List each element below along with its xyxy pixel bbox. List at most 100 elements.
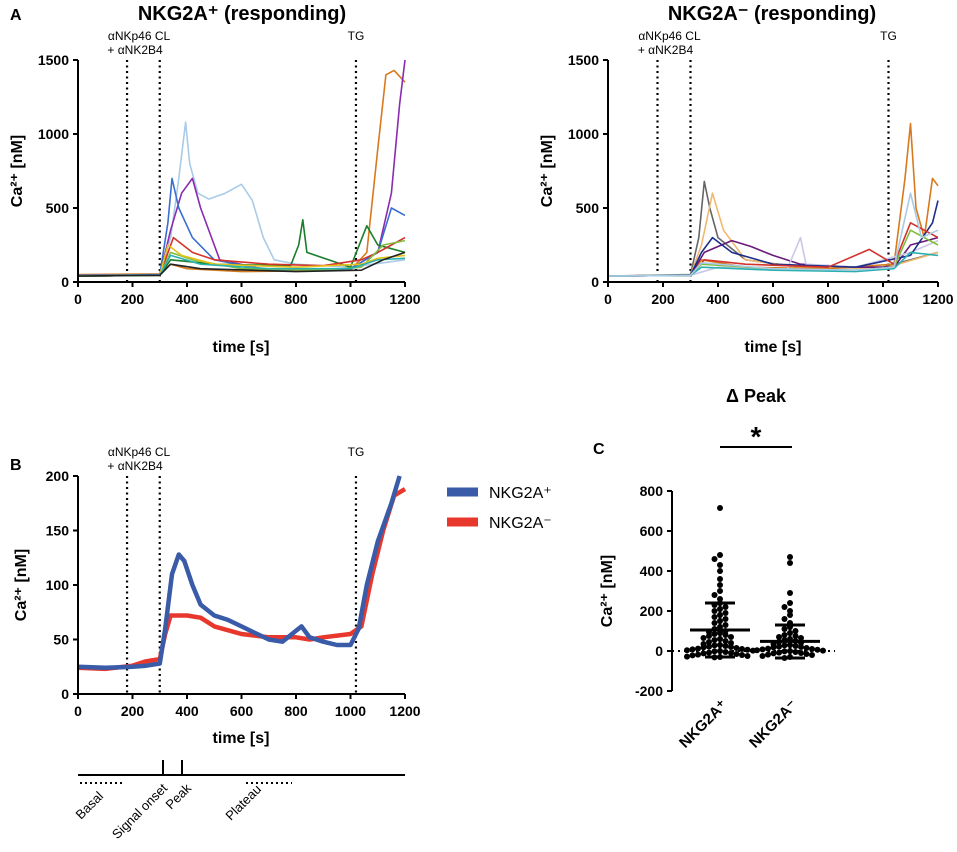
data-point: [728, 634, 734, 640]
panel-label-b: B: [10, 457, 22, 474]
cell-trace: [77, 251, 406, 277]
data-point: [700, 644, 707, 651]
data-point: [722, 622, 729, 628]
y-ticks: 0 50 100 150 200: [46, 468, 78, 702]
cell-trace: [607, 200, 939, 277]
y-tick-label: 1000: [568, 126, 599, 142]
x-ticks: 0 200 400 600 800 1000 1200: [604, 282, 954, 307]
data-point: [759, 653, 766, 659]
data-point: [733, 645, 740, 651]
trace-group: [77, 59, 406, 277]
timeline-label-signal-onset: Signal onset: [109, 780, 170, 841]
y-tick-label: 500: [576, 200, 600, 216]
data-point: [798, 644, 804, 650]
y-tick-label: 0: [591, 274, 599, 290]
x-tick-label: 400: [175, 291, 199, 307]
data-point: [722, 604, 729, 610]
x-axis-label: time [s]: [213, 730, 270, 747]
event-label: αNKp46 CL: [108, 445, 171, 459]
series-line: [77, 475, 402, 671]
data-point: [700, 650, 707, 657]
category-label: NKG2A⁻: [746, 697, 801, 752]
event-label: αNKp46 CL: [108, 29, 171, 43]
y-tick-label: 200: [46, 468, 70, 484]
data-point: [765, 645, 771, 652]
data-point: [717, 582, 723, 588]
data-point: [792, 649, 799, 655]
chart-a-left: NKG2A⁺ (responding) αNKp46 CL+ αNK2B4TG …: [9, 3, 421, 356]
chart-title: Δ Peak: [726, 386, 787, 406]
data-point: [711, 637, 718, 643]
significance-star: *: [751, 421, 762, 452]
y-tick-label: 1000: [38, 126, 69, 142]
data-point: [695, 645, 701, 652]
y-tick-label: 1500: [568, 52, 599, 68]
data-point: [787, 560, 793, 566]
data-point: [684, 647, 690, 654]
event-label: + αNK2B4: [107, 43, 163, 57]
event-label: + αNK2B4: [107, 459, 163, 473]
data-point: [711, 592, 718, 598]
x-axis-label: time [s]: [745, 339, 802, 356]
category-labels: NKG2A⁺ NKG2A⁻: [676, 697, 801, 752]
data-point: [717, 552, 723, 558]
chart-a-right: NKG2A⁻ (responding) αNKp46 CL+ αNK2B4TG …: [539, 3, 954, 356]
data-point: [695, 651, 701, 658]
data-point: [744, 646, 751, 653]
y-tick-label: 400: [640, 563, 664, 579]
cell-trace: [607, 192, 939, 277]
cell-trace: [77, 69, 406, 276]
x-tick-label: 0: [604, 291, 612, 307]
mean-sd-group: [690, 601, 820, 660]
data-point: [792, 633, 799, 639]
cell-trace: [77, 254, 406, 277]
data-point: [803, 651, 810, 657]
data-point: [781, 632, 788, 638]
y-axis-label: Ca²⁺ [nM]: [9, 135, 26, 207]
series-line: [77, 487, 407, 672]
x-tick-label: 800: [816, 291, 840, 307]
data-point: [689, 646, 696, 653]
point-group: [684, 505, 826, 661]
x-tick-label: 0: [74, 291, 82, 307]
y-tick-label: 0: [61, 274, 69, 290]
data-point: [787, 612, 793, 618]
data-point: [776, 643, 782, 650]
data-point: [739, 652, 745, 658]
event-label: TG: [348, 445, 365, 459]
data-point: [711, 614, 718, 620]
cell-trace: [77, 236, 406, 277]
data-point: [717, 568, 723, 574]
cell-trace: [77, 59, 406, 277]
data-point: [717, 588, 723, 594]
data-point: [711, 608, 718, 614]
x-ticks: 0 200 400 600 800 1000 1200: [74, 694, 421, 719]
cell-trace: [607, 236, 939, 277]
data-point: [722, 643, 729, 649]
legend: NKG2A⁺ NKG2A⁻: [447, 485, 552, 532]
data-point: [814, 646, 821, 653]
data-point: [776, 634, 782, 640]
data-point: [787, 554, 793, 560]
event-markers: αNKp46 CL+ αNK2B4 TG: [107, 29, 364, 282]
data-point: [787, 590, 793, 596]
cell-trace: [607, 192, 939, 277]
data-point: [776, 649, 782, 656]
series-group: [77, 475, 407, 672]
data-point: [820, 647, 826, 654]
y-ticks: -200 0 200 400 600 800: [635, 483, 672, 699]
chart-b: αNKp46 CL+ αNK2B4 TG 0 200 400 600 800 1000 120…: [13, 445, 552, 842]
x-tick-label: 400: [706, 291, 730, 307]
data-point: [706, 649, 712, 656]
data-point: [711, 642, 718, 649]
x-tick-label: 1000: [335, 291, 366, 307]
cell-trace: [77, 244, 406, 277]
event-label: αNKp46 CL: [638, 29, 701, 43]
x-ticks: 0 200 400 600 800 1000 1200: [74, 282, 421, 307]
data-point: [770, 644, 777, 651]
data-point: [759, 646, 766, 653]
chart-title: NKG2A⁻ (responding): [668, 3, 876, 25]
event-label: TG: [880, 29, 897, 43]
x-tick-label: 600: [230, 703, 254, 719]
